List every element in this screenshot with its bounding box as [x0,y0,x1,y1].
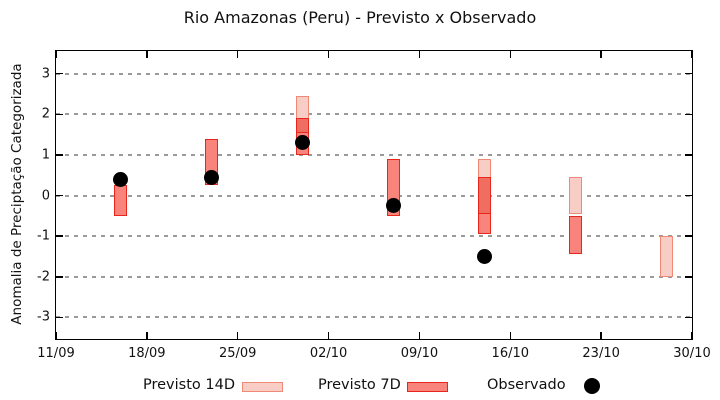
bar-previsto-7d [568,215,582,255]
legend-label-observado: Observado [487,377,566,393]
tick-mark [56,154,63,156]
legend-label-previsto-7d: Previsto 7D [318,377,401,393]
tick-mark [56,235,63,237]
tick-mark [685,235,692,237]
gridline [56,72,692,75]
bar-previsto-14d [659,236,673,277]
x-tick-label: 16/10 [491,346,530,361]
y-tick-label: 0 [41,188,50,204]
tick-mark [600,51,602,58]
tick-mark [691,51,693,58]
tick-mark [685,113,692,116]
observed-dot [295,135,311,151]
tick-mark [56,72,63,75]
legend-swatch-previsto-7d-icon [407,382,448,392]
y-tick-label: -3 [37,309,50,325]
y-tick-label: -1 [37,228,50,244]
bar-overlap-region [477,177,491,214]
tick-mark [327,332,330,339]
gridline [56,153,692,156]
tick-mark [56,194,63,197]
bar-overlap-region [296,118,310,133]
tick-mark [691,332,693,339]
observed-dot [385,198,401,214]
bar-previsto-7d [114,185,128,216]
tick-mark [685,194,692,197]
tick-mark [56,316,63,319]
tick-mark [509,51,512,58]
x-tick-label: 09/10 [400,346,439,361]
tick-mark [56,113,63,116]
x-tick-label: 02/10 [309,346,348,361]
y-tick-label: -2 [37,269,50,285]
x-tick-label: 23/10 [582,346,620,361]
gridline [56,275,692,278]
gridline [56,316,692,319]
tick-mark [56,276,63,278]
tick-mark [55,51,57,58]
x-tick-label: 25/09 [218,346,257,361]
tick-mark [685,154,692,156]
legend-observado-dot-icon [584,378,600,394]
y-tick-label: 3 [41,66,50,82]
observed-dot [113,171,129,187]
tick-mark [685,72,692,75]
tick-mark [236,332,239,339]
tick-mark [146,332,148,339]
tick-mark [327,51,330,58]
tick-mark [55,332,57,339]
tick-mark [509,332,512,339]
tick-mark [236,51,239,58]
tick-mark [685,276,692,278]
legend-swatch-previsto-14d-icon [242,382,283,392]
y-tick-label: 1 [41,147,50,163]
bar-previsto-14d [568,177,582,214]
chart-title: Rio Amazonas (Peru) - Previsto x Observa… [183,8,537,27]
tick-mark [600,332,602,339]
x-tick-label: 11/09 [37,346,75,361]
gridline [56,113,692,116]
plot-area: -3 -2 -1 0 1 2 3 11/09 18/09 25/09 02/10 09/10 16/10… [37,50,711,361]
gridline [56,194,692,197]
tick-mark [146,51,148,58]
tick-mark [418,332,421,339]
x-tick-label: 30/10 [673,346,711,361]
y-tick-label: 2 [41,106,50,122]
x-tick-label: 18/09 [128,346,166,361]
tick-mark [418,51,421,58]
tick-mark [685,316,692,319]
observed-dot [204,169,220,185]
observed-dot [476,249,492,265]
gridline [56,235,692,238]
legend-label-previsto-14d: Previsto 14D [143,377,235,393]
